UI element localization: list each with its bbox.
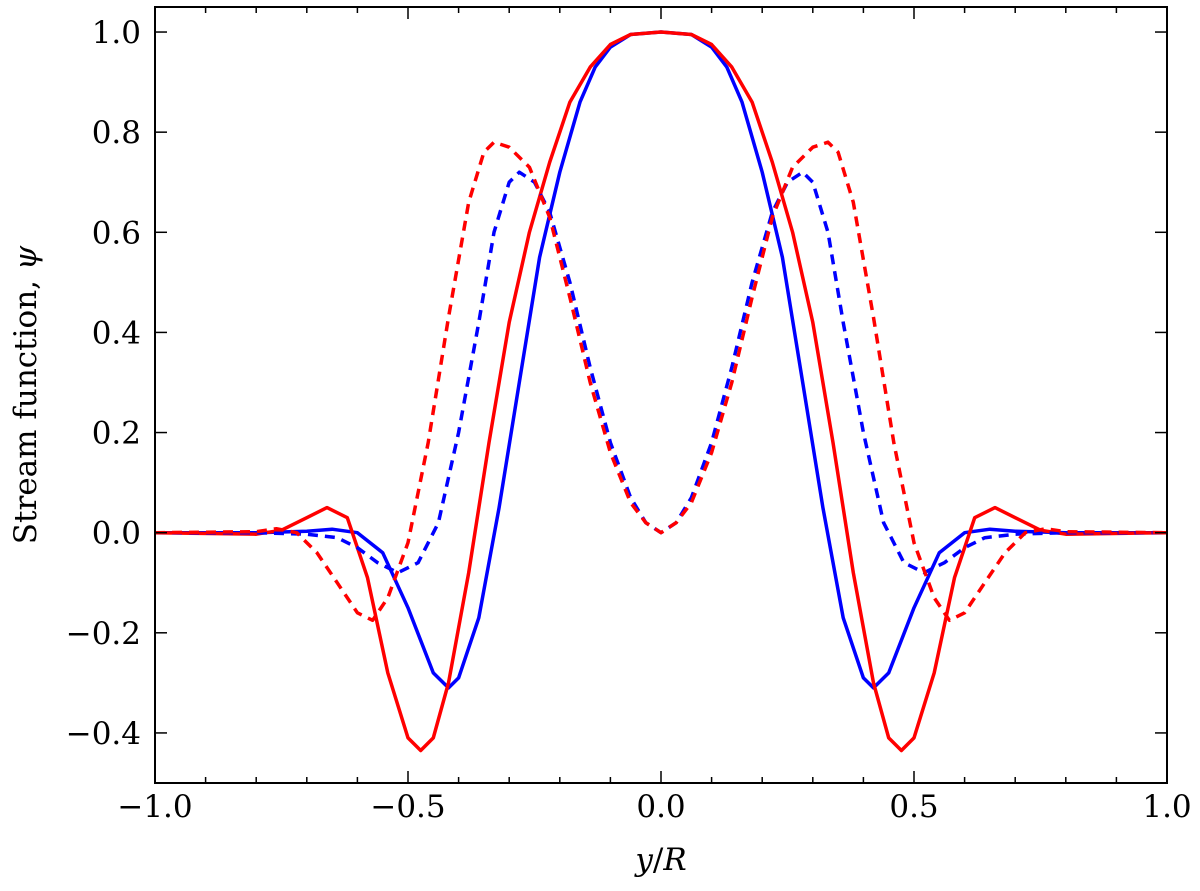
y-tick-label: 0.2 <box>92 416 141 452</box>
x-tick-label: −1.0 <box>117 789 192 825</box>
x-tick-label: 0.0 <box>636 789 685 825</box>
x-tick-label: −0.5 <box>370 789 445 825</box>
y-axis-label: Stream function, ψ <box>8 245 44 544</box>
series-line-4 <box>154 140 1168 623</box>
ticks-layer <box>154 7 1168 783</box>
y-tick-label: 0.8 <box>92 115 141 151</box>
series-line-1 <box>155 30 1167 690</box>
y-tick-label: 1.0 <box>92 15 141 51</box>
tick-labels: −1.0 −0.5 0.0 0.5 1.0 −0.4 −0.2 0.0 0.2 0.4 0.6 0.8… <box>66 15 1192 825</box>
series-line-3 <box>155 170 1167 575</box>
plot-frame <box>154 6 1168 784</box>
y-tick-label: 0.6 <box>92 215 141 251</box>
y-tick-label: −0.4 <box>66 716 141 752</box>
y-tick-label: 0.4 <box>92 315 141 351</box>
x-tick-label: 0.5 <box>889 789 938 825</box>
y-tick-label: 0.0 <box>92 516 141 552</box>
x-axis-label: y/R <box>633 842 686 878</box>
x-tick-label: 1.0 <box>1142 789 1191 825</box>
series-layer <box>154 30 1168 753</box>
series-line-2 <box>154 30 1168 753</box>
y-tick-label: −0.2 <box>66 616 141 652</box>
